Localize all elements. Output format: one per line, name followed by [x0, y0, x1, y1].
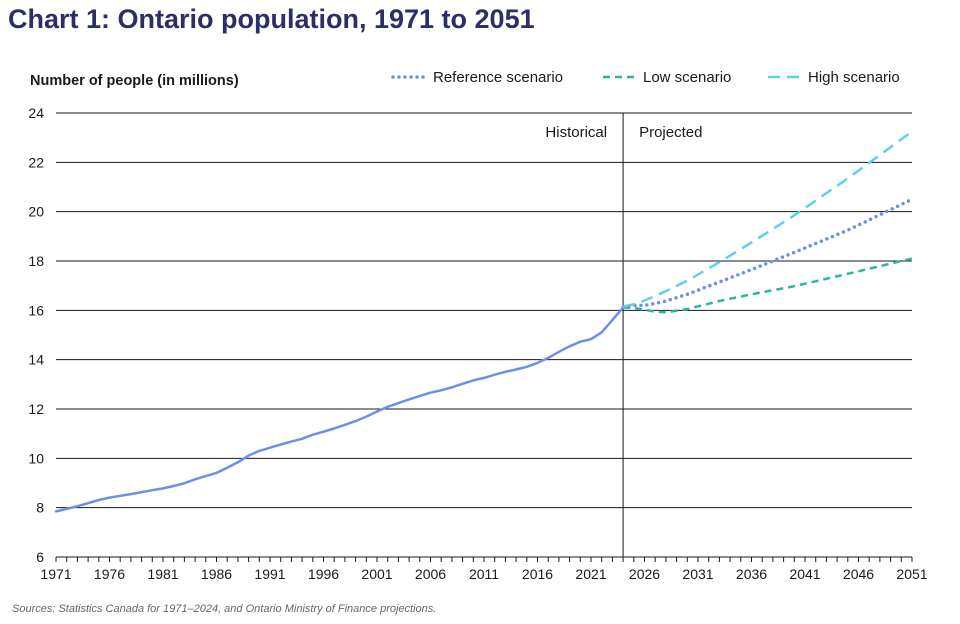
x-tick-label: 1991 — [254, 566, 285, 582]
legend-label-low-scenario: Low scenario — [643, 69, 731, 86]
y-tick-label: 24 — [28, 105, 44, 121]
x-tick-label: 1996 — [308, 566, 339, 582]
x-tick-label: 2031 — [682, 566, 713, 582]
x-tick-label: 1976 — [94, 566, 125, 582]
x-tick-label: 1971 — [40, 566, 71, 582]
y-tick-label: 12 — [28, 401, 44, 417]
x-tick-label: 2011 — [469, 566, 499, 582]
y-tick-label: 18 — [28, 253, 44, 269]
y-tick-label: 16 — [28, 302, 44, 318]
series-line-historical — [54, 306, 625, 513]
source-note: Sources: Statistics Canada for 1971–2024… — [12, 603, 437, 615]
x-tick-label: 1981 — [147, 566, 178, 582]
series-line-reference-scenario — [621, 197, 914, 310]
x-tick-label: 2041 — [789, 566, 820, 582]
x-tick-label: 2016 — [522, 566, 553, 582]
series-line-low-scenario — [623, 257, 913, 314]
x-tick-label: 2046 — [843, 566, 874, 582]
legend-label-reference-scenario: Reference scenario — [433, 69, 563, 86]
y-tick-label: 14 — [28, 352, 44, 368]
x-tick-label: 2026 — [629, 566, 660, 582]
x-tick-label: 2036 — [736, 566, 767, 582]
chart-title: Chart 1: Ontario population, 1971 to 205… — [8, 4, 535, 34]
x-tick-label: 2021 — [575, 566, 606, 582]
projected-label: Projected — [639, 124, 702, 141]
x-tick-label: 1986 — [201, 566, 232, 582]
historical-label: Historical — [545, 124, 607, 141]
x-tick-label: 2006 — [415, 566, 446, 582]
x-tick-label: 2001 — [361, 566, 392, 582]
y-tick-label: 10 — [28, 450, 44, 466]
series-line-high-scenario — [622, 130, 913, 308]
y-axis-title: Number of people (in millions) — [30, 73, 239, 89]
y-tick-label: 22 — [28, 154, 44, 170]
y-tick-label: 8 — [36, 500, 44, 516]
y-tick-label: 20 — [28, 204, 44, 220]
legend-label-high-scenario: High scenario — [808, 69, 900, 86]
x-tick-label: 2051 — [896, 566, 927, 582]
y-tick-label: 6 — [36, 549, 44, 565]
